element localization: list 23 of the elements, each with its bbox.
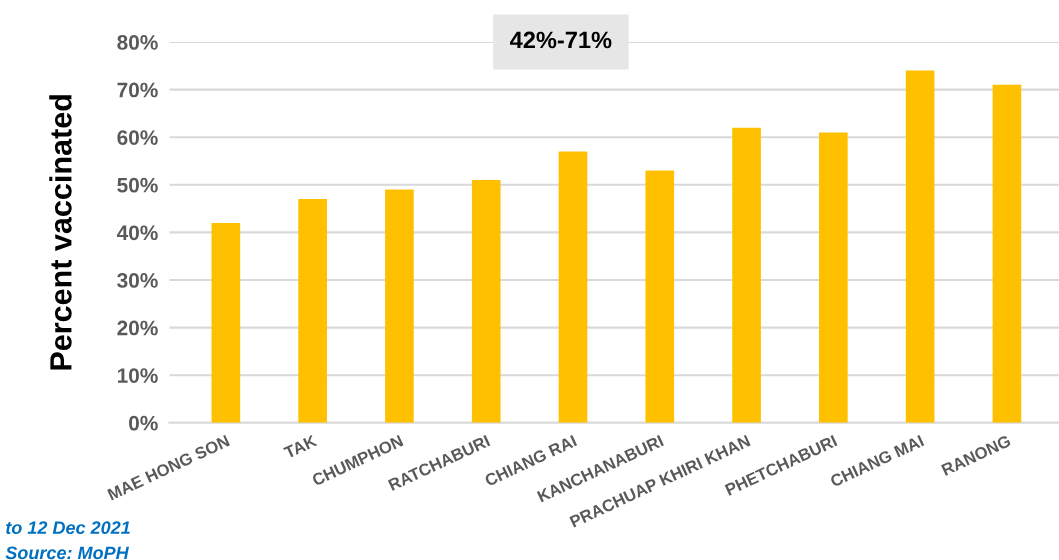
y-tick-label: 0% xyxy=(129,415,158,431)
y-axis-title: Percent vaccinated xyxy=(49,95,72,370)
bar xyxy=(558,151,588,423)
bar xyxy=(385,189,414,423)
y-tick-label: 10% xyxy=(117,368,158,383)
bar xyxy=(992,84,1022,423)
bar xyxy=(211,222,241,423)
y-tick-label: 70% xyxy=(117,82,158,98)
annotation: 42%-71% xyxy=(510,31,612,49)
y-tick-label: 40% xyxy=(116,225,158,241)
y-tick-label: 80% xyxy=(117,35,158,50)
y-tick-label: 50% xyxy=(117,177,158,193)
source-note: Source: MoPH xyxy=(5,546,129,560)
bar xyxy=(819,132,848,423)
bar xyxy=(905,70,935,423)
y-tick-label: 30% xyxy=(117,273,158,288)
bar xyxy=(645,170,675,423)
text: to 12 Dec 2021 xyxy=(6,521,130,535)
bar xyxy=(471,180,501,423)
bar xyxy=(298,199,327,423)
bar xyxy=(732,127,761,423)
y-tick-label: 20% xyxy=(117,320,158,336)
y-tick-label: 60% xyxy=(117,130,158,145)
